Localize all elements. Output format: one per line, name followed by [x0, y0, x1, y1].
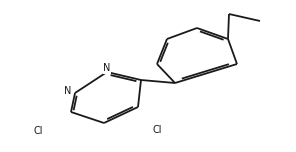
Text: N: N [64, 86, 72, 96]
Text: Cl: Cl [33, 126, 43, 136]
Text: N: N [103, 63, 111, 73]
Text: Cl: Cl [152, 125, 162, 135]
